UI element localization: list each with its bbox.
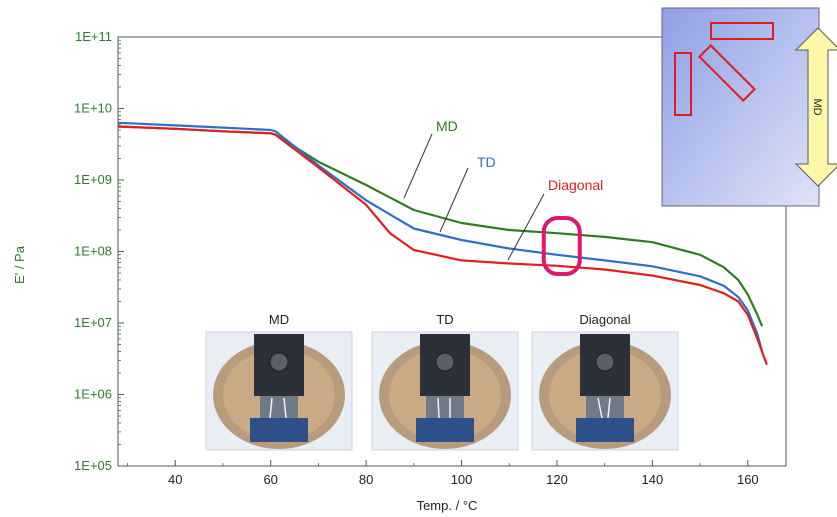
x-tick-label: 60 — [263, 472, 277, 487]
x-tick-label: 160 — [737, 472, 759, 487]
highlight-marker — [541, 216, 582, 276]
series-line-diagonal — [117, 125, 768, 366]
leader-line — [439, 167, 469, 233]
x-tick-label: 140 — [642, 472, 664, 487]
y-tick-label: 1E+11 — [75, 29, 112, 44]
sample-fiber — [269, 397, 273, 419]
leader-line — [507, 193, 545, 261]
x-tick-label: 120 — [546, 472, 568, 487]
x-axis-title: Temp. / °C — [417, 498, 478, 513]
sample-fiber — [597, 397, 603, 419]
y-tick-label: 1E+10 — [74, 101, 112, 116]
specimen-md — [674, 52, 692, 116]
sample-fiber — [283, 397, 287, 419]
clamp-lower — [416, 418, 474, 442]
y-tick-label: 1E+07 — [74, 315, 112, 330]
clamp-lower — [250, 418, 308, 442]
series-label: Diagonal — [548, 177, 603, 193]
photo-strip: MD TD Diagonal — [205, 312, 679, 451]
specimen-diagonal — [698, 44, 756, 102]
sample-strip — [426, 396, 464, 418]
series-label: TD — [477, 154, 496, 170]
series-layer — [117, 121, 768, 366]
y-tick-label: 1E+09 — [74, 172, 112, 187]
inset-diagram: MD — [661, 7, 837, 207]
y-tick-label: 1E+08 — [74, 244, 112, 259]
clamp-lower — [576, 418, 634, 442]
sample-photo: MD — [205, 312, 353, 451]
axes: 1E+05 1E+06 1E+07 1E+08 1E+09 1E+10 1E+11 40 60 8… — [74, 29, 787, 487]
y-tick-label: 1E+05 — [74, 458, 112, 473]
clamp-screw — [269, 352, 289, 372]
series-labels: MD TD Diagonal — [403, 118, 603, 261]
specimen-td — [710, 22, 774, 40]
inset-md-label: MD — [811, 98, 823, 115]
clamp-screw — [595, 352, 615, 372]
sample-photo: Diagonal — [531, 312, 679, 451]
sample-strip — [260, 396, 298, 418]
photo-label: TD — [436, 312, 453, 327]
series-line-td — [117, 121, 764, 352]
x-tick-label: 100 — [451, 472, 473, 487]
sample-fiber — [607, 397, 611, 419]
sample-photo: TD — [371, 312, 519, 451]
sample-fiber — [437, 397, 440, 419]
sample-strip — [586, 396, 624, 418]
x-tick-label: 80 — [359, 472, 373, 487]
photo-label: Diagonal — [579, 312, 630, 327]
x-tick-label: 40 — [168, 472, 182, 487]
photo-label: MD — [269, 312, 289, 327]
inset-panel — [661, 7, 820, 207]
md-direction-arrow — [794, 27, 837, 187]
series-label: MD — [436, 118, 458, 134]
leader-line — [403, 133, 433, 199]
y-tick-label: 1E+06 — [74, 387, 112, 402]
y-axis-title: E' / Pa — [12, 245, 27, 284]
clamp-screw — [435, 352, 455, 372]
